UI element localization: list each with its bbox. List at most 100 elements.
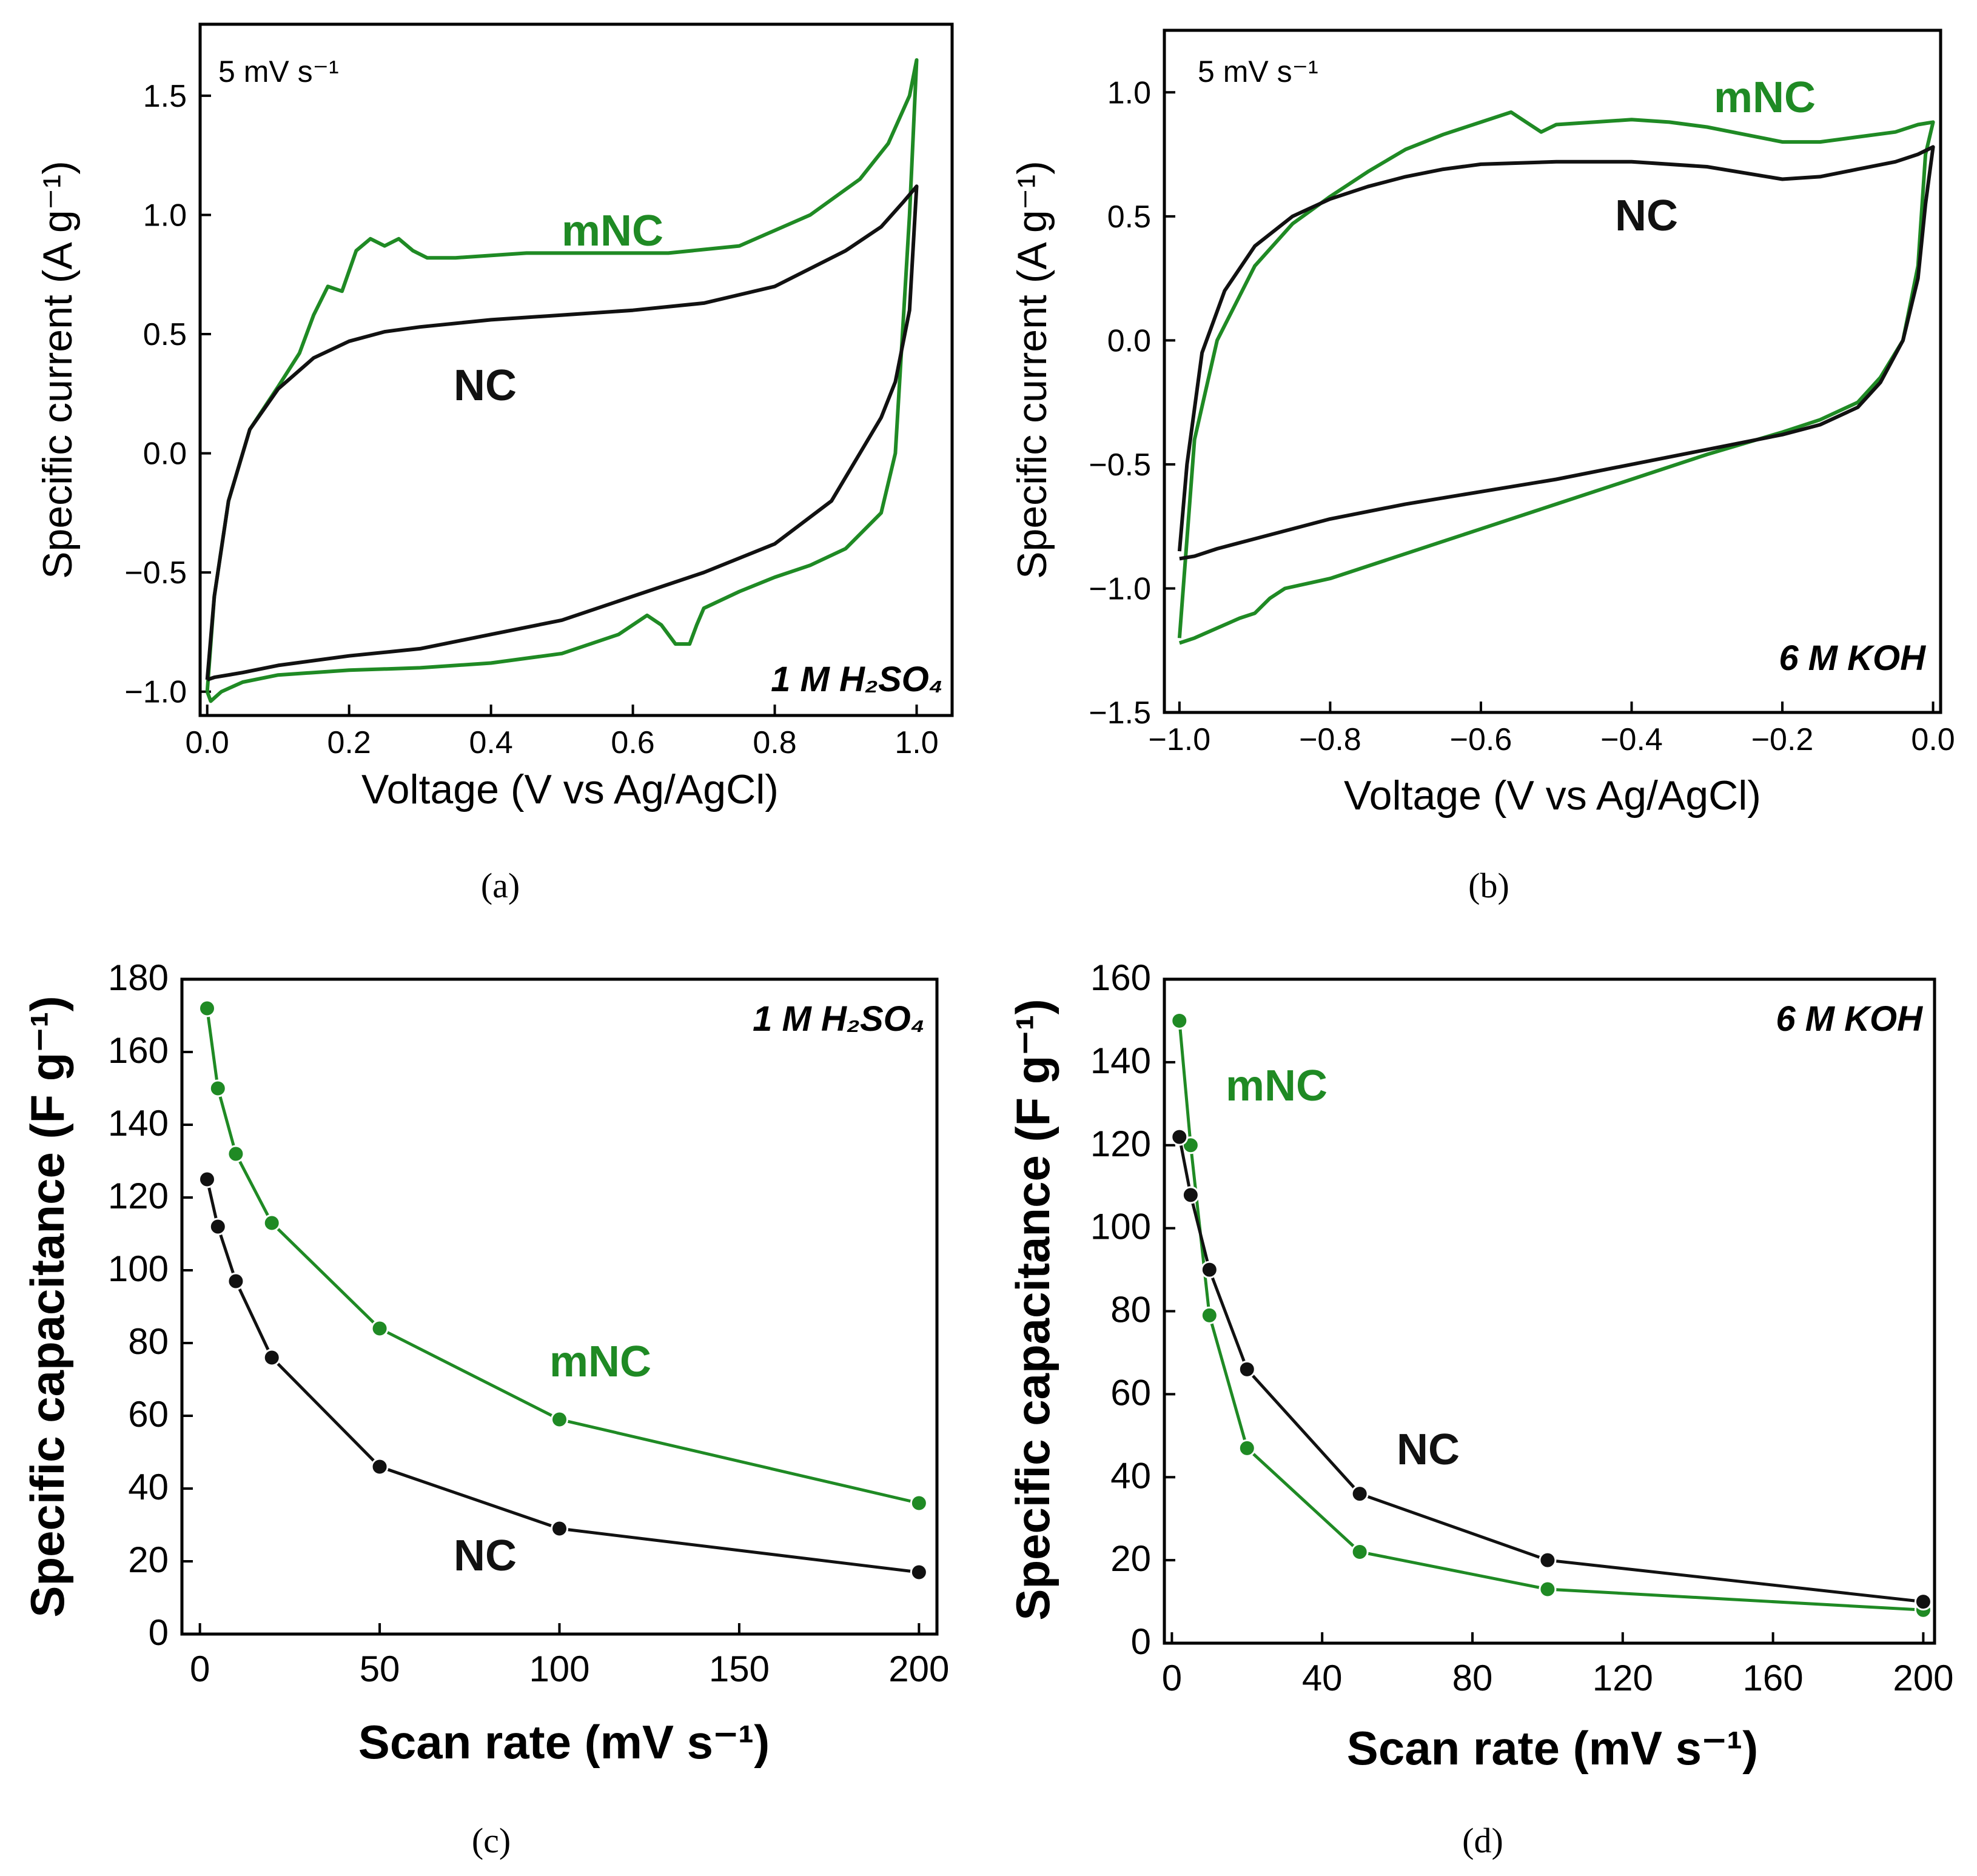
x-axis-d: 0 40 80 120 160 200 — [1162, 1632, 1953, 1698]
x-tick-label: −0.2 — [1751, 722, 1814, 757]
y-tick-label: −1.0 — [1089, 571, 1151, 606]
data-point-mNC — [1238, 1439, 1256, 1457]
x-tick-label: 100 — [529, 1649, 589, 1689]
y-tick-label: 0 — [149, 1612, 169, 1653]
electrolyte-label-b: 6 M KOH — [1779, 638, 1926, 678]
caption-b: (b) — [1468, 866, 1509, 905]
panel-c: 0 50 100 150 200 0 20 40 60 80 100 120 140 160 180 1 … — [21, 957, 949, 1860]
y-tick-label: −1.5 — [1089, 695, 1151, 731]
caption-c: (c) — [472, 1821, 511, 1860]
x-tick-label: 200 — [888, 1649, 949, 1689]
data-point-NC — [1539, 1551, 1557, 1569]
y-tick-label: 120 — [1090, 1124, 1151, 1164]
data-point-mNC — [227, 1145, 245, 1163]
series-line-NC — [1178, 1136, 1924, 1604]
y-tick-label: 80 — [1110, 1290, 1151, 1330]
panel-a: 0.0 0.2 0.4 0.6 0.8 1.0 −1.0−0.50.00.51.01.5 … — [35, 22, 954, 905]
panel-b: −1.0 −0.8 −0.6 −0.4 −0.2 0.0 −1.5−1.0−0.50.00… — [1009, 28, 1955, 905]
y-tick-label: 60 — [128, 1394, 169, 1435]
y-tick-label: 40 — [128, 1467, 169, 1507]
data-point-mNC — [1539, 1580, 1557, 1598]
x-axis-b: −1.0 −0.8 −0.6 −0.4 −0.2 0.0 — [1149, 702, 1955, 757]
y-axis-title-a: Specific current (A g⁻¹) — [35, 161, 81, 579]
scan-rate-label-b: 5 mV s⁻¹ — [1198, 55, 1318, 89]
y-tick-label: 80 — [128, 1321, 169, 1362]
y-tick-label: 20 — [1110, 1538, 1151, 1579]
data-point-NC — [1238, 1360, 1256, 1378]
x-tick-label: 0 — [190, 1649, 210, 1689]
series-line-mNC — [206, 1008, 919, 1505]
data-point-NC — [1200, 1261, 1218, 1279]
series-label-mNC-a: mNC — [562, 207, 663, 255]
data-point-NC — [1914, 1593, 1932, 1611]
data-point-NC — [910, 1563, 928, 1581]
y-axis-c: 0 20 40 60 80 100 120 140 160 180 — [108, 957, 193, 1653]
data-point-mNC — [1170, 1011, 1189, 1030]
y-tick-label: 180 — [108, 957, 169, 998]
y-tick-label: 160 — [1090, 957, 1151, 998]
data-point-mNC — [371, 1319, 389, 1338]
x-tick-label: 0.0 — [1911, 722, 1955, 757]
x-axis-title-d: Scan rate (mV s⁻¹) — [1347, 1721, 1758, 1775]
x-tick-label: 50 — [360, 1649, 400, 1689]
series-line-NC — [1177, 145, 1935, 561]
series-line-mNC — [1177, 110, 1935, 645]
data-point-NC — [371, 1458, 389, 1476]
y-axis-d: 0 20 40 60 80 100 120 140 160 — [1090, 957, 1175, 1662]
electrolyte-label-a: 1 M H₂SO₄ — [771, 660, 943, 699]
data-point-NC — [1181, 1186, 1200, 1204]
x-axis-title-b: Voltage (V vs Ag/AgCl) — [1344, 772, 1761, 819]
x-tick-label: 0.8 — [753, 725, 796, 760]
plot-area-c — [198, 999, 928, 1581]
y-tick-label: 0.0 — [1107, 323, 1151, 358]
data-point-NC — [198, 1170, 216, 1188]
y-tick-label: 140 — [1090, 1040, 1151, 1081]
y-tick-label: 160 — [108, 1030, 169, 1071]
series-label-mNC-c: mNC — [549, 1338, 651, 1386]
data-point-mNC — [198, 999, 216, 1017]
y-tick-label: 0 — [1131, 1621, 1151, 1662]
y-tick-label: 100 — [1090, 1207, 1151, 1247]
x-axis-a: 0.0 0.2 0.4 0.6 0.8 1.0 — [186, 705, 939, 760]
x-tick-label: 40 — [1302, 1658, 1343, 1698]
x-axis-title-a: Voltage (V vs Ag/AgCl) — [361, 766, 779, 812]
plot-frame-a — [198, 22, 954, 717]
series-label-NC-c: NC — [454, 1532, 517, 1580]
plot-frame-b — [1163, 28, 1942, 714]
series-label-mNC-d: mNC — [1226, 1062, 1328, 1110]
scan-rate-label-a: 5 mV s⁻¹ — [218, 55, 339, 89]
plot-area-b — [1177, 110, 1935, 645]
y-axis-title-c: Specific capacitance (F g⁻¹) — [21, 996, 74, 1617]
x-tick-label: 120 — [1593, 1658, 1653, 1698]
y-tick-label: 0.5 — [1107, 199, 1151, 235]
data-point-NC — [263, 1348, 281, 1367]
series-label-NC-a: NC — [454, 361, 517, 410]
data-point-mNC — [1351, 1543, 1369, 1561]
plot-area-a — [205, 58, 919, 703]
y-tick-label: −0.5 — [1089, 447, 1151, 483]
data-point-mNC — [263, 1214, 281, 1232]
series-label-NC-b: NC — [1615, 192, 1678, 240]
x-tick-label: 0.2 — [327, 725, 371, 760]
electrolyte-label-d: 6 M KOH — [1776, 999, 1923, 1039]
y-tick-label: 40 — [1110, 1455, 1151, 1496]
y-axis-title-b: Specific current (A g⁻¹) — [1009, 161, 1055, 579]
x-tick-label: −0.4 — [1600, 722, 1663, 757]
y-axis-b: −1.5 −1.0 −0.5 0.0 0.5 1.0 — [1089, 75, 1175, 731]
x-tick-label: 200 — [1893, 1658, 1953, 1698]
data-point-mNC — [1200, 1306, 1218, 1324]
y-tick-label: 140 — [108, 1103, 169, 1144]
x-tick-label: 160 — [1743, 1658, 1804, 1698]
plot-area-d — [1170, 1011, 1932, 1619]
data-point-mNC — [910, 1494, 928, 1512]
data-point-NC — [551, 1519, 568, 1538]
y-axis-a: −1.0 −0.5 0.0 0.5 1.0 1.5 — [124, 79, 211, 710]
x-tick-label: 80 — [1452, 1658, 1493, 1698]
x-tick-label: 0 — [1162, 1658, 1182, 1698]
y-tick-label: 60 — [1110, 1372, 1151, 1413]
x-tick-label: 0.0 — [186, 725, 229, 760]
data-point-NC — [209, 1218, 227, 1236]
data-point-NC — [1351, 1485, 1369, 1503]
electrolyte-label-c: 1 M H₂SO₄ — [753, 999, 925, 1039]
